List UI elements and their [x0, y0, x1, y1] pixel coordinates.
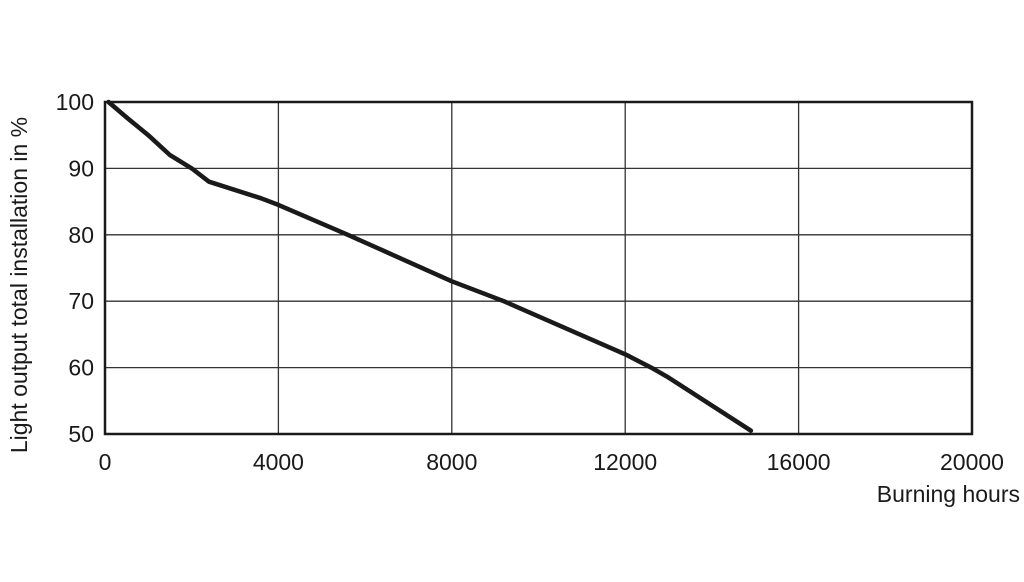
y-tick-label: 80 — [68, 222, 94, 248]
tick-labels: 0 4000 8000 12000 16000 20000 50 60 70 80 90 100 — [56, 89, 1004, 475]
y-tick-label: 100 — [56, 89, 94, 115]
y-tick-label: 90 — [68, 155, 94, 181]
x-tick-label: 12000 — [593, 449, 657, 475]
y-tick-label: 50 — [68, 421, 94, 447]
y-tick-label: 60 — [68, 355, 94, 381]
x-tick-label: 0 — [99, 449, 112, 475]
x-tick-label: 8000 — [426, 449, 477, 475]
x-tick-label: 20000 — [940, 449, 1004, 475]
x-tick-label: 16000 — [767, 449, 831, 475]
plot-frame — [103, 100, 974, 436]
y-axis-label: Light output total installation in % — [6, 117, 32, 453]
x-axis-label: Burning hours — [877, 481, 1020, 507]
y-tick-label: 70 — [68, 288, 94, 314]
x-tick-label: 4000 — [253, 449, 304, 475]
series-line — [106, 99, 754, 433]
grid — [104, 101, 973, 435]
